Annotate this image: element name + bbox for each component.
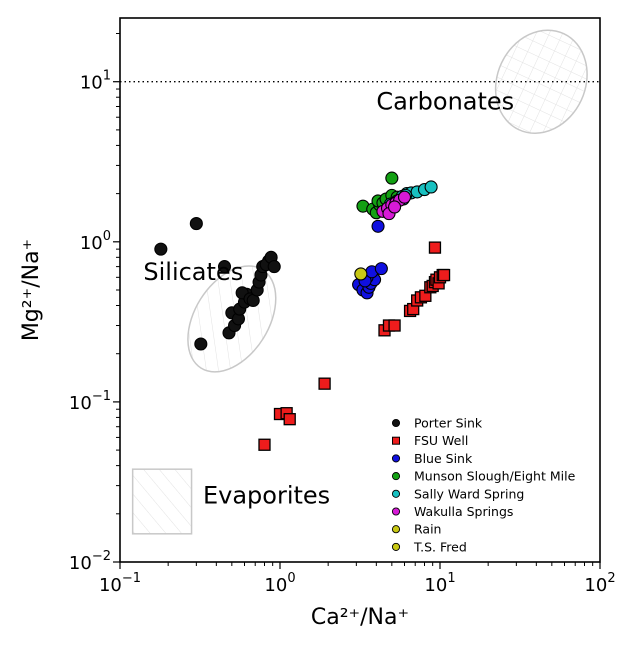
y-tick-label: 101 xyxy=(80,69,111,94)
legend-marker-munson-slough-eight-mile xyxy=(391,472,401,481)
legend-label-t-s-fred: T.S. Fred xyxy=(413,539,467,554)
fsu-well-point xyxy=(258,438,271,451)
legend-marker-porter-sink xyxy=(391,418,401,428)
blue-sink-point xyxy=(374,262,388,276)
y-axis-label: Mg²⁺/Na⁺ xyxy=(19,239,44,341)
legend-label-porter-sink: Porter Sink xyxy=(414,416,483,431)
legend-label-fsu-well: FSU Well xyxy=(414,433,468,448)
legend-label-wakulla-springs: Wakulla Springs xyxy=(414,504,513,519)
fsu-well-point xyxy=(283,413,296,426)
legend-label-sally-ward-spring: Sally Ward Spring xyxy=(414,486,524,501)
y-tick-label: 10−2 xyxy=(69,549,111,574)
legend-label-rain: Rain xyxy=(414,522,441,537)
legend-label-blue-sink: Blue Sink xyxy=(414,451,473,466)
evaporites-region xyxy=(131,468,193,535)
legend-marker-wakulla-springs xyxy=(391,507,401,516)
fsu-well-point xyxy=(388,319,401,332)
porter-sink-point xyxy=(189,217,203,231)
porter-sink-point xyxy=(154,242,168,256)
sally-ward-spring-point xyxy=(424,180,438,194)
legend-marker-t-s-fred xyxy=(391,542,401,551)
x-axis-label: Ca²⁺/Na⁺ xyxy=(311,605,409,630)
wakulla-springs-point xyxy=(388,200,402,214)
x-tick-label: 10−1 xyxy=(99,571,141,596)
silicates-label: Silicates xyxy=(143,258,243,286)
x-tick-label: 100 xyxy=(264,571,295,596)
carbonates-label: Carbonates xyxy=(376,88,514,116)
y-tick-label: 10−1 xyxy=(69,389,111,414)
fsu-well-point xyxy=(318,377,331,390)
wakulla-springs-point xyxy=(397,190,412,204)
legend-marker-rain xyxy=(391,525,401,534)
y-tick-label: 100 xyxy=(80,229,111,254)
legend-marker-blue-sink xyxy=(391,454,401,463)
region-labels-layer: Carbonates Silicates Evaporites xyxy=(143,88,514,510)
legend: Porter Sink FSU Well Blue Sink Munson Sloug… xyxy=(391,416,576,554)
carbonates-region xyxy=(494,29,588,134)
munson-slough-eight-mile-point xyxy=(385,171,399,185)
porter-sink-point xyxy=(217,260,232,274)
fsu-well-point xyxy=(428,241,442,254)
fsu-well-point xyxy=(437,268,451,282)
blue-sink-point xyxy=(371,219,385,233)
data-points-layer xyxy=(154,171,451,451)
legend-marker-fsu-well xyxy=(392,436,400,445)
x-tick-label: 102 xyxy=(584,571,615,596)
rain-point xyxy=(354,267,368,281)
legend-label-munson-slough-eight-mile: Munson Slough/Eight Mile xyxy=(414,469,576,484)
legend-marker-sally-ward-spring xyxy=(391,489,401,498)
porter-sink-point xyxy=(194,337,208,351)
x-tick-label: 101 xyxy=(424,571,455,596)
evaporites-label: Evaporites xyxy=(203,482,330,510)
porter-sink-point xyxy=(267,260,281,274)
